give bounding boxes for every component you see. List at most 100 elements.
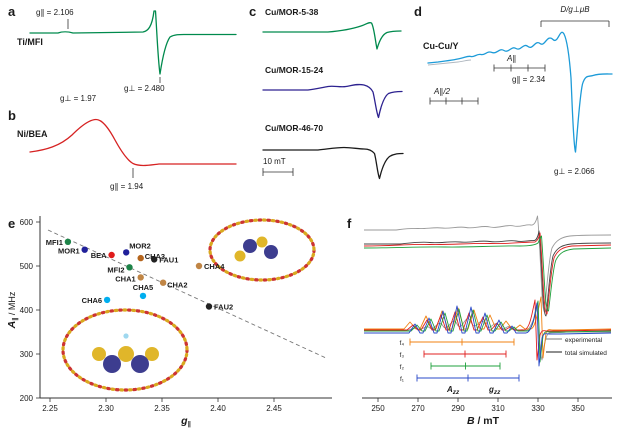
f-xtick-label-290: 290 — [451, 404, 465, 413]
scatter-point-CHA6 — [103, 296, 111, 304]
d-trace-name: Cu-Cu/Y — [423, 41, 459, 51]
f-xtick-label-350: 350 — [571, 404, 585, 413]
panel-f: f experimental total simulated f₄ — [347, 215, 612, 427]
panel-d: d D/g⊥μB Cu-Cu/Y A∥ g∥ = 2.34 A∥/2 g⊥ = — [414, 4, 613, 176]
d-dipolar-bracket — [540, 20, 610, 27]
scatter-label-CHA1: CHA1 — [115, 274, 135, 283]
panel-f-letter: f — [347, 216, 352, 231]
d-A-parallel-half-label: A∥/2 — [433, 87, 451, 96]
c-trace3-name: Cu/MOR-46-70 — [265, 123, 323, 133]
scatter-label-MFI1: MFI1 — [46, 238, 63, 247]
f-xtick-label-270: 270 — [411, 404, 425, 413]
inset-top-s-atom-1 — [234, 250, 246, 262]
ni-bea-trace — [29, 118, 237, 167]
f-component-f2-trace — [364, 300, 612, 363]
f-xtick-label-330: 330 — [531, 404, 545, 413]
scatter-point-CHA4 — [195, 262, 203, 270]
d-A-parallel-half-comb — [429, 97, 479, 105]
f-Azz-annotation: Azz — [446, 385, 460, 396]
f-legend-label-total-simulated: total simulated — [565, 350, 607, 357]
scatter-point-MFI2 — [126, 264, 133, 271]
scatter-point-CHA1 — [137, 274, 144, 281]
inset-bottom-cu-atom-1 — [103, 355, 121, 373]
a-trace-name: Ti/MFI — [17, 37, 43, 47]
inset-bottom-ring-silicon — [61, 308, 189, 392]
inset-top-s-atom-2 — [256, 236, 268, 248]
scatter-label-FAU2: FAU2 — [214, 303, 233, 312]
panel-e: e 600 500 400 300 200 2.25 2.30 2.35 2 — [6, 216, 332, 428]
cu-mor-5-38-trace — [262, 21, 402, 50]
panel-c: c Cu/MOR-5-38 Cu/MOR-15-24 Cu/MOR-46-70 … — [249, 4, 404, 180]
f-sim-upper-green-trace — [363, 235, 612, 312]
b-trace-name: Ni/BEA — [17, 129, 48, 139]
scatter-point-MOR2 — [123, 249, 130, 256]
panel-d-letter: d — [414, 4, 422, 19]
f-x-ticks: 250 270 290 310 330 350 — [371, 398, 585, 413]
scatter-label-CHA5: CHA5 — [133, 283, 153, 292]
d-A-parallel-label: A∥ — [506, 54, 516, 63]
scatter-point-MFI1 — [64, 238, 72, 245]
c-scale-bar-label: 10 mT — [263, 157, 286, 166]
cu-mor-15-24-trace — [262, 83, 403, 119]
inset-bottom-s-atom-1 — [92, 347, 106, 361]
d-g-parallel-label: g∥ = 2.34 — [512, 75, 546, 84]
panel-b-letter: b — [8, 108, 16, 123]
inset-bottom-s-atom-3 — [118, 346, 134, 362]
f-xtick-label-310: 310 — [491, 404, 505, 413]
cu-cu-y-trace — [427, 31, 613, 153]
d-A-parallel-comb — [493, 64, 546, 72]
scatter-label-CHA6: CHA6 — [82, 296, 102, 305]
panel-b: b g⊥ = 1.97 Ni/BEA g∥ = 1.94 — [8, 94, 237, 191]
e-xtick-label-230: 2.30 — [98, 404, 114, 413]
e-trend-line — [47, 229, 327, 359]
molecular-structure-inset-top-right — [208, 218, 316, 282]
a-g-perp-label: g⊥ = 2.480 — [124, 84, 165, 93]
ti-mfi-trace — [29, 10, 237, 75]
c-trace1-name: Cu/MOR-5-38 — [265, 7, 319, 17]
inset-top-cu-atom-1 — [243, 239, 257, 253]
c-scale-bar: 10 mT — [262, 157, 294, 176]
f-sim-upper-red-trace — [363, 232, 612, 315]
f-component-brackets: f₄ f₃ f₂ f₁ — [400, 338, 520, 383]
f-component-f1-trace — [364, 302, 612, 367]
panel-a: a g∥ = 2.106 Ti/MFI g⊥ = 2.480 — [8, 4, 237, 93]
e-xtick-label-240: 2.40 — [210, 404, 226, 413]
f-experimental-upper-trace — [364, 215, 612, 313]
scatter-point-BEA — [108, 251, 115, 259]
scatter-point-CHA2 — [159, 279, 167, 286]
e-xtick-label-235: 2.35 — [154, 404, 170, 413]
scatter-label-BEA: BEA — [91, 251, 107, 260]
scatter-point-CHA5 — [139, 292, 147, 300]
molecular-structure-inset-bottom-left — [61, 308, 189, 392]
f-legend-label-experimental: experimental — [565, 337, 603, 344]
c-trace2-name: Cu/MOR-15-24 — [265, 65, 323, 75]
inset-top-cu-atom-2 — [264, 245, 278, 259]
f-f2-label: f₂ — [400, 364, 405, 371]
scatter-point-FAU2 — [205, 303, 213, 310]
d-g-perp-label: g⊥ = 2.066 — [554, 167, 595, 176]
f-f4-bracket — [409, 338, 515, 346]
a-g-parallel-label: g∥ = 2.106 — [36, 8, 74, 17]
b-g-parallel-label: g∥ = 1.94 — [110, 182, 144, 191]
scatter-label-MFI2: MFI2 — [107, 265, 124, 274]
scatter-point-CHA3 — [137, 254, 144, 262]
panel-e-letter: e — [8, 216, 15, 231]
d-gray-companion-trace — [427, 59, 472, 66]
scatter-point-MOR1 — [81, 246, 88, 253]
inset-bottom-oh-group — [122, 332, 130, 340]
e-ytick-label-300: 300 — [20, 350, 34, 359]
scatter-label-CHA4: CHA4 — [204, 262, 225, 271]
f-f1-label: f₁ — [400, 376, 405, 383]
e-scatter-points: MFI1MOR1BEAMOR2CHA3FAU1MFI2CHA4CHA1CHA2C… — [46, 238, 233, 312]
e-ytick-label-500: 500 — [20, 262, 34, 271]
f-total-simulated-upper-trace — [364, 230, 612, 317]
d-dipolar-label: D/g⊥μB — [560, 5, 590, 14]
f-f4-label: f₄ — [400, 340, 405, 347]
scatter-label-CHA2: CHA2 — [167, 281, 187, 290]
b-g-perp-label: g⊥ = 1.97 — [60, 94, 97, 103]
panel-c-letter: c — [249, 4, 256, 19]
e-ytick-label-400: 400 — [20, 306, 34, 315]
e-ytick-label-600: 600 — [20, 218, 34, 227]
f-f1-bracket — [416, 374, 520, 382]
